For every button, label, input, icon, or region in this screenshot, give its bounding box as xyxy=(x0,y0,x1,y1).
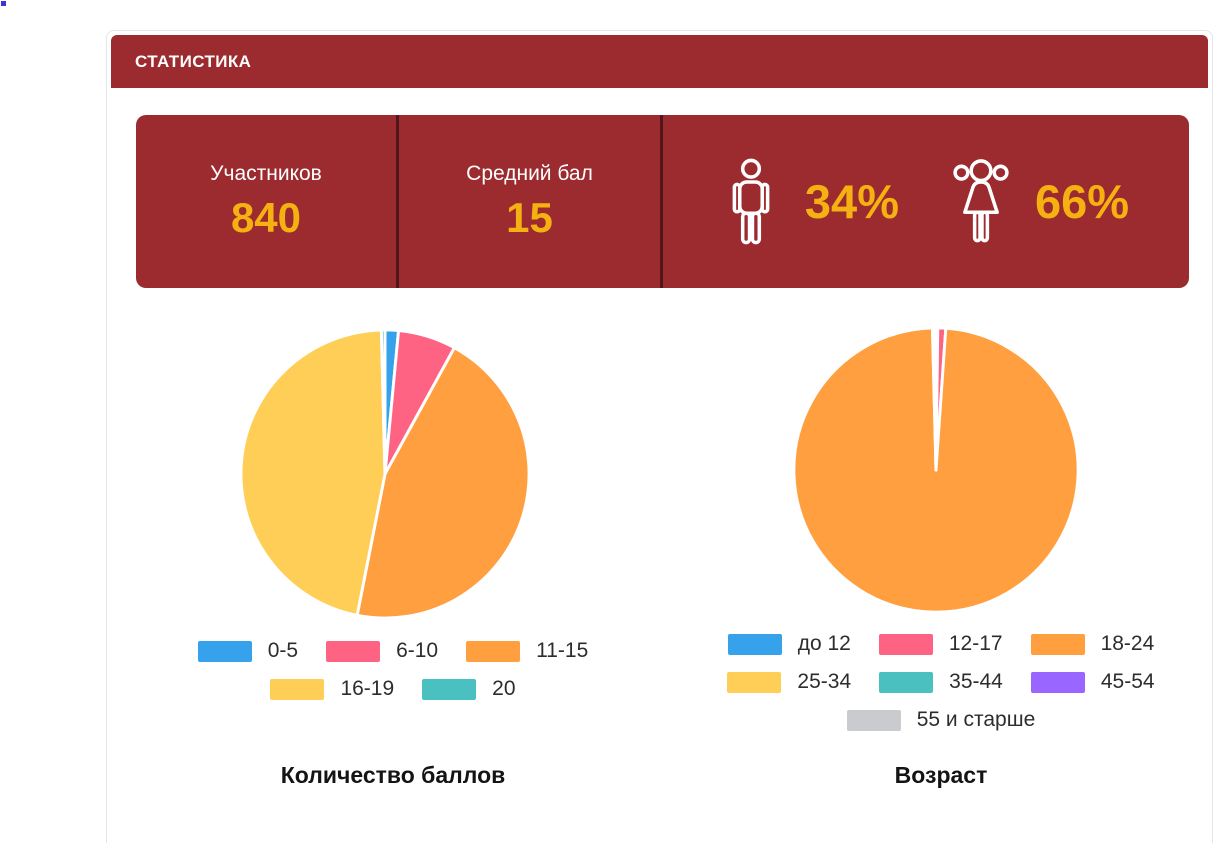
legend-swatch xyxy=(466,640,521,662)
vertical-divider xyxy=(396,115,399,288)
page-title: СТАТИСТИКА xyxy=(135,51,252,71)
legend-item-1-3[interactable]: 25-34 xyxy=(727,670,851,694)
legend-item-1-1[interactable]: 12-17 xyxy=(878,632,1003,656)
legend-item-1-4[interactable]: 35-44 xyxy=(879,670,1003,694)
male-percent: 34% xyxy=(804,175,899,228)
stray-blue-mark xyxy=(1,1,6,6)
legend-item-0-1[interactable]: 6-10 xyxy=(326,639,438,663)
legend-swatch xyxy=(846,709,901,731)
stat-participants: Участников 840 xyxy=(136,115,396,288)
legend-swatch xyxy=(727,633,782,655)
legend-swatch xyxy=(727,671,782,693)
female-percent: 66% xyxy=(1035,175,1130,228)
stat-gender-split: 34% 66% xyxy=(663,115,1189,288)
legend-item-1-6[interactable]: 55 и старше xyxy=(846,708,1036,732)
pie-slice-4[interactable] xyxy=(379,328,387,476)
scores-pie-chart[interactable] xyxy=(238,327,532,621)
female-icon xyxy=(953,158,1009,242)
legend-item-1-5[interactable]: 45-54 xyxy=(1030,670,1155,694)
stat-average-score: Средний бал 15 xyxy=(399,115,660,288)
legend-item-0-4[interactable]: 20 xyxy=(422,677,516,701)
legend-swatch xyxy=(326,640,381,662)
participants-value: 840 xyxy=(230,193,302,241)
scores-legend: 0-5 6-10 11-15 16-19 20 xyxy=(181,639,605,715)
legend-swatch xyxy=(878,633,933,655)
average-score-value: 15 xyxy=(506,193,553,241)
vertical-divider xyxy=(660,115,663,288)
stats-summary-bar: Участников 840 Средний бал 15 34% xyxy=(136,115,1189,288)
legend-row: 55 и старше xyxy=(833,708,1050,732)
age-pie-chart[interactable] xyxy=(791,325,1081,615)
legend-item-0-3[interactable]: 16-19 xyxy=(270,677,394,701)
legend-item-0-0[interactable]: 0-5 xyxy=(197,639,299,663)
legend-label: 25-34 xyxy=(797,670,852,693)
legend-row: до 12 12-17 18-24 xyxy=(714,632,1169,656)
legend-label: 35-44 xyxy=(949,670,1003,693)
legend-label: 16-19 xyxy=(340,677,395,700)
legend-label: 12-17 xyxy=(948,632,1003,655)
legend-label: 45-54 xyxy=(1100,670,1155,693)
pie-slice-6[interactable] xyxy=(933,326,938,472)
legend-label: 0-5 xyxy=(267,639,299,662)
scores-chart-title: Количество баллов xyxy=(280,762,506,788)
male-icon xyxy=(732,158,770,244)
legend-row: 0-5 6-10 11-15 xyxy=(184,639,603,663)
legend-label: 6-10 xyxy=(396,639,439,662)
legend-label: 18-24 xyxy=(1100,632,1155,655)
legend-swatch xyxy=(1030,671,1085,693)
legend-swatch xyxy=(879,671,934,693)
average-score-label: Средний бал xyxy=(466,161,593,185)
legend-row: 25-34 35-44 45-54 xyxy=(713,670,1168,694)
legend-swatch xyxy=(1030,633,1085,655)
age-legend: до 12 12-17 18-24 25-34 35-44 45-54 55 и старш… xyxy=(707,632,1175,746)
legend-row: 16-19 20 xyxy=(256,677,529,701)
card-header: СТАТИСТИКА xyxy=(111,35,1208,88)
legend-item-1-0[interactable]: до 12 xyxy=(727,632,851,656)
legend-label: 11-15 xyxy=(536,639,589,662)
legend-label: до 12 xyxy=(797,632,851,655)
pie-slice-3[interactable] xyxy=(239,328,387,617)
legend-item-0-2[interactable]: 11-15 xyxy=(466,639,588,663)
participants-label: Участников xyxy=(210,161,322,185)
legend-swatch xyxy=(422,678,477,700)
legend-swatch xyxy=(270,678,325,700)
age-chart-title: Возраст xyxy=(894,762,988,788)
legend-label: 20 xyxy=(492,677,516,700)
pie-slice-2[interactable] xyxy=(355,346,531,620)
statistics-card: СТАТИСТИКА Участников 840 Средний бал 15… xyxy=(106,30,1213,843)
legend-item-1-2[interactable]: 18-24 xyxy=(1030,632,1155,656)
legend-label: 55 и старше xyxy=(916,708,1036,731)
legend-swatch xyxy=(197,640,252,662)
